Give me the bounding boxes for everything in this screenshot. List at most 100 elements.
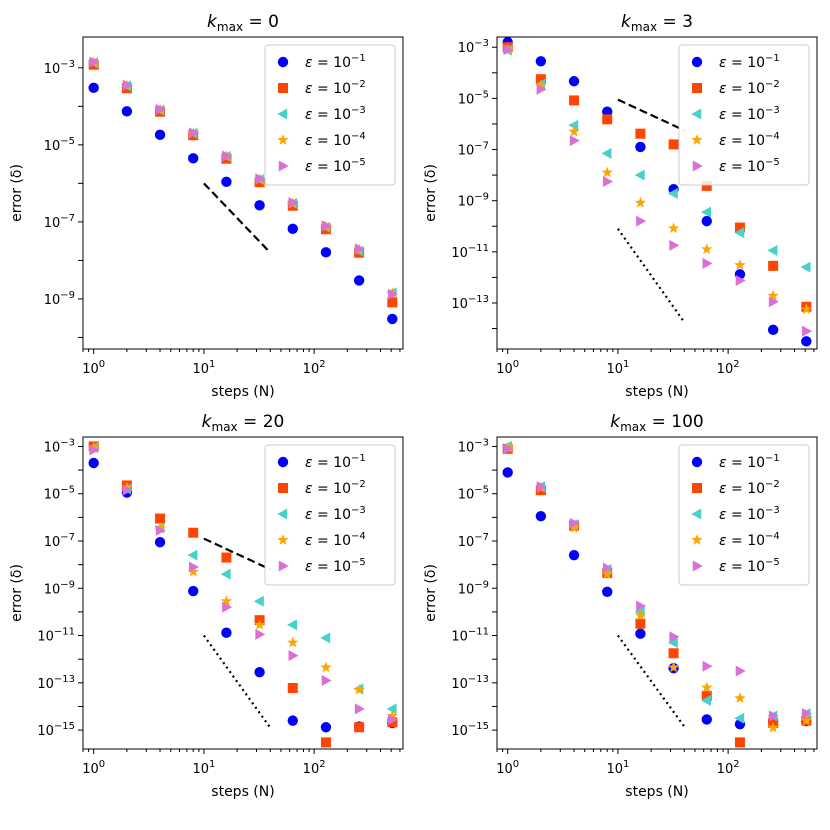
chart-panel-2: kmax = 3 100 101 102 10−3 10−5 10−7 10−9 10−11 10… (423, 12, 818, 400)
data-point (354, 722, 365, 733)
legend-label: ε = 10−4 (719, 131, 780, 149)
data-point (536, 481, 547, 493)
y-tick-label: 10−3 (458, 437, 489, 455)
data-point (602, 175, 613, 187)
legend: ε = 10−1 ε = 10−2 ε = 10−3 ε = 10−4 ε = 10−5 (678, 444, 810, 586)
legend: ε = 10−1 ε = 10−2 ε = 10−3 ε = 10−4 ε = 10−5 (678, 44, 810, 186)
legend-label: ε = 10−5 (305, 157, 366, 175)
legend-label: ε = 10−5 (719, 557, 780, 575)
data-point (255, 628, 266, 640)
data-point (602, 106, 613, 117)
data-point (535, 56, 547, 67)
legend-marker (691, 134, 703, 145)
data-point (386, 703, 397, 715)
data-point (568, 549, 580, 561)
data-point (354, 703, 365, 715)
data-point (768, 260, 779, 271)
y-tick-label: 10−13 (451, 674, 489, 692)
data-point (768, 296, 779, 308)
data-point (668, 648, 679, 659)
data-point (288, 650, 299, 662)
x-axis-label: steps (N) (625, 384, 688, 400)
data-point (669, 239, 680, 251)
y-axis-label: error (δ) (9, 564, 25, 622)
x-tick-label: 101 (606, 759, 629, 777)
data-point (386, 709, 399, 721)
y-tick-label: 10−13 (37, 674, 75, 692)
legend-marker (277, 134, 289, 145)
data-point (701, 695, 712, 707)
reference-line-dotted (617, 228, 686, 323)
legend-frame (678, 44, 810, 186)
data-point (221, 176, 232, 188)
data-point (321, 220, 332, 232)
reference-line-dashed (203, 182, 272, 254)
legend-marker (691, 456, 703, 468)
data-point (802, 708, 813, 720)
legend-label: ε = 10−5 (719, 157, 780, 175)
y-tick-label: 10−15 (37, 721, 75, 739)
data-point (702, 660, 713, 672)
data-point (734, 227, 745, 239)
data-point (768, 710, 779, 722)
legend-label: ε = 10−1 (305, 53, 366, 71)
y-axis-label: error (δ) (423, 164, 439, 222)
legend-label: ε = 10−2 (305, 479, 366, 497)
legend: ε = 10−1 ε = 10−2 ε = 10−3 ε = 10−4 ε = 10−5 (264, 44, 396, 186)
y-tick-label: 10−9 (44, 290, 75, 308)
data-point (220, 568, 231, 580)
data-point (155, 513, 166, 524)
data-point (669, 631, 680, 643)
legend-label: ε = 10−5 (305, 557, 366, 575)
data-point (222, 601, 233, 613)
data-point (701, 681, 713, 693)
data-point (800, 261, 811, 273)
data-point (735, 274, 746, 286)
data-point (122, 484, 133, 496)
y-tick-label: 10−9 (458, 579, 489, 597)
data-point (569, 135, 580, 147)
y-tick-label: 10−7 (458, 141, 489, 159)
legend: ε = 10−1 ε = 10−2 ε = 10−3 ε = 10−4 ε = 10−5 (264, 444, 396, 586)
data-point (536, 83, 547, 95)
x-tick-label: 101 (606, 359, 629, 377)
data-point (801, 336, 812, 347)
data-point (568, 522, 580, 533)
data-point (187, 549, 198, 561)
x-tick-label: 102 (717, 759, 740, 777)
data-point (221, 627, 232, 638)
data-point (187, 565, 199, 577)
legend-marker (691, 108, 702, 120)
y-tick-label: 10−11 (451, 627, 489, 645)
data-point (320, 661, 332, 673)
data-point (502, 467, 513, 478)
series-eps-1 (88, 82, 398, 325)
legend-marker (278, 160, 289, 172)
x-axis-label: steps (N) (211, 384, 274, 400)
data-point (353, 683, 365, 695)
x-tick-label: 101 (192, 759, 215, 777)
data-point (503, 443, 514, 455)
y-tick-label: 10−5 (44, 136, 75, 154)
legend-marker (692, 483, 702, 493)
legend-label: ε = 10−1 (305, 453, 366, 471)
data-point (636, 215, 647, 227)
data-point (388, 288, 399, 300)
chart-title: kmax = 0 (207, 12, 279, 34)
data-point (635, 128, 646, 139)
legend-marker (277, 56, 289, 68)
data-point (155, 524, 166, 536)
chart-panel-4: kmax = 100 100 101 102 10−3 10−5 10−7 10−9 10−11… (423, 412, 818, 800)
legend-marker (277, 456, 289, 468)
data-point (602, 562, 613, 574)
x-tick-label: 102 (717, 359, 740, 377)
y-tick-label: 10−3 (44, 437, 75, 455)
data-area (501, 37, 813, 347)
legend-marker (691, 534, 703, 545)
data-point (287, 636, 299, 648)
data-point (667, 222, 680, 234)
data-point (802, 325, 813, 337)
data-point (253, 618, 266, 630)
legend-marker (277, 534, 289, 545)
